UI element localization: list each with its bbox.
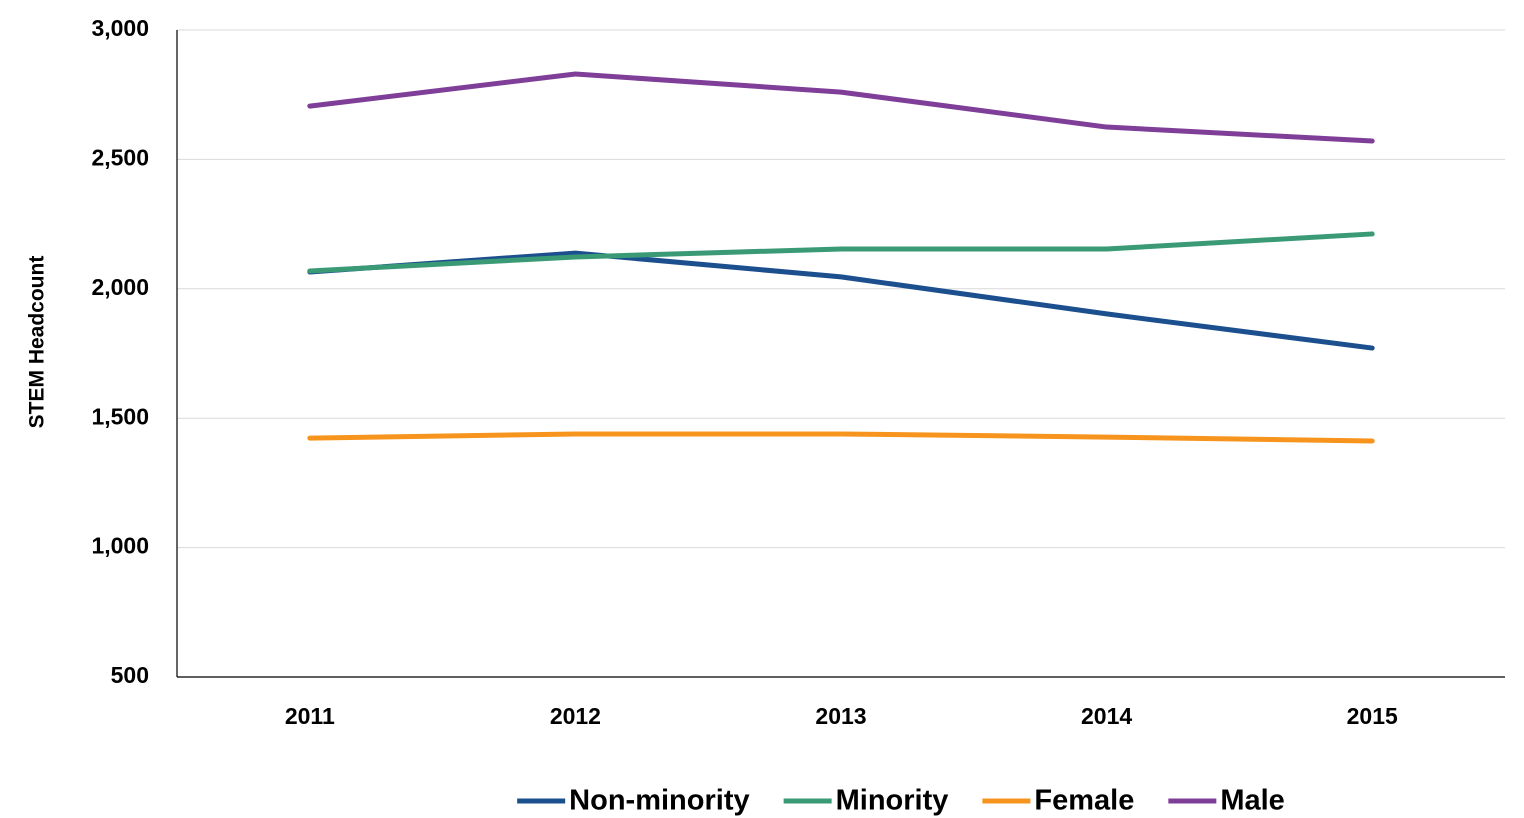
series-line (307, 71, 1375, 144)
x-tick-label: 2012 (550, 703, 601, 729)
y-axis-label: STEM Headcount (26, 256, 49, 429)
series-line (307, 231, 1375, 274)
y-tick-label: 2,500 (91, 144, 149, 170)
y-tick-label: 500 (111, 662, 149, 688)
y-tick-label: 1,000 (91, 533, 149, 559)
x-tick-label: 2014 (1081, 703, 1132, 729)
legend-label: Non-minority (569, 785, 749, 817)
x-tick-label: 2015 (1347, 703, 1398, 729)
y-tick-label: 1,500 (91, 403, 149, 429)
y-tick-label: 3,000 (91, 15, 149, 41)
series-line (307, 250, 1375, 351)
y-tick-label: 2,000 (91, 274, 149, 300)
legend-label: Female (1034, 785, 1134, 817)
x-tick-label: 2011 (285, 703, 335, 729)
series-line (307, 431, 1375, 444)
legend-label: Male (1220, 785, 1284, 817)
x-tick-label: 2013 (815, 703, 866, 729)
legend-label: Minority (836, 785, 949, 817)
